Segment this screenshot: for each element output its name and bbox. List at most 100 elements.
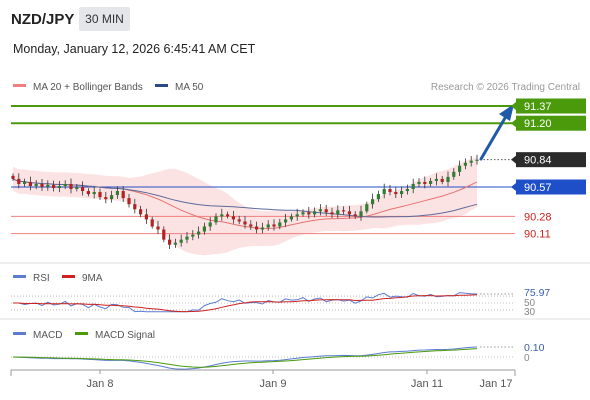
candle-body [220,214,224,217]
macd-signal-legend-swatch [75,332,88,335]
level-box-pointer [511,183,516,191]
level-label: 90.28 [524,211,552,223]
macd-legend-swatch [13,332,26,335]
candle-body [208,222,212,227]
candle-body [214,216,218,223]
candle-body [243,221,247,225]
candle-body [162,229,166,240]
candle-body [127,198,131,205]
forecast-arrow-head [499,104,514,121]
candle-body [446,176,450,182]
candle-body [266,224,270,228]
candle-body [440,178,444,182]
level-label: 90.57 [524,182,552,194]
candle-body [458,165,462,172]
candle-body [197,231,201,235]
rsi-tick-50: 50 [524,298,536,309]
rsi-ma-legend-label: 9MA [82,273,103,284]
candle-body [278,222,282,227]
candle-body [469,160,473,163]
macd-line [12,346,478,370]
candle-body [81,187,85,192]
macd-tick-0: 0 [524,353,530,364]
candle-body [260,227,264,230]
candle-body [57,185,61,189]
level-label: 91.20 [524,118,552,130]
macd-signal-line [12,348,478,368]
rsi-current-value: 75.97 [524,287,550,299]
candle-body [139,209,143,215]
x-tick-label: Jan 17 [479,378,512,390]
rsi-ma-legend-swatch [62,275,75,278]
candle-body [255,226,259,230]
candle-body [405,189,409,192]
candle-body [202,226,206,232]
candle-body [376,194,380,200]
macd-signal-legend-label: MACD Signal [95,330,155,341]
level-label: 91.37 [524,101,552,113]
macd-current-value: 0.10 [524,342,545,354]
candle-body [394,192,398,195]
level-box-90.57 [516,179,586,195]
candle-body [452,171,456,177]
level-label: 90.84 [524,155,552,167]
research-credit: Research © 2026 Trading Central [431,82,580,93]
x-tick-label: Jan 9 [260,378,287,390]
candle-body [133,204,137,210]
bollinger-band-area [13,157,477,256]
candle-body [295,214,299,217]
candle-body [423,181,427,184]
rsi-panel [11,292,515,313]
candle-body [359,211,363,217]
candle-body [46,184,50,187]
level-box-91.20 [516,115,586,131]
candle-body [34,183,38,186]
level-box-pointer [511,102,516,110]
candle-body [330,212,334,215]
candle-body [313,211,317,215]
candle-body [434,178,438,181]
candle-body [400,191,404,195]
candle-body [336,210,340,215]
rsi-legend-swatch [13,275,26,278]
candle-body [86,191,90,195]
level-box-90.84 [516,152,586,168]
forecast-arrow-shaft [479,116,507,161]
candlesticks [11,154,479,250]
candle-body [324,209,328,213]
candle-body [347,211,351,215]
candle-body [342,210,346,212]
candle-body [17,178,21,184]
candle-body [63,183,67,186]
x-tick-label: Jan 11 [411,378,443,390]
candle-body [382,189,386,195]
timestamp: Monday, January 12, 2026 6:45:41 AM CET [13,42,256,56]
candle-body [237,219,241,222]
candle-body [104,197,108,200]
candle-body [75,187,79,190]
timeframe-badge[interactable] [79,7,130,31]
candle-body [475,159,479,161]
candle-body [98,192,102,198]
rsi-ma-line [13,294,478,313]
candle-body [191,234,195,237]
x-tick-label: Jan 8 [87,378,114,390]
ma50-line [12,178,478,218]
candle-body [92,192,96,195]
candle-body [417,181,421,184]
candle-body [231,216,235,220]
ma50-legend-swatch [155,84,168,87]
level-box-pointer [511,119,516,128]
candle-body [179,239,183,243]
candle-body [289,216,293,220]
candle-body [28,181,32,186]
candle-body [284,219,288,223]
ma50-legend-label: MA 50 [175,82,204,93]
candle-body [173,242,177,245]
forecast-arrow [479,104,514,161]
candle-body [249,224,253,227]
level-label: 90.11 [524,229,551,241]
timeframe-label: 30 MIN [85,12,124,26]
candle-body [272,224,276,227]
macd-panel [11,346,515,370]
